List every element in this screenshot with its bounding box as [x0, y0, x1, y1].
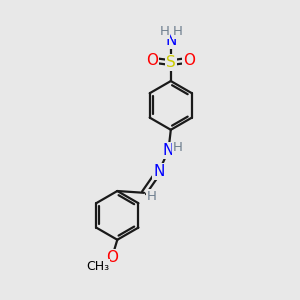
Text: N: N [165, 33, 176, 48]
Text: O: O [146, 53, 158, 68]
Text: H: H [146, 190, 156, 203]
Text: O: O [106, 250, 118, 265]
Text: H: H [172, 25, 182, 38]
Text: CH₃: CH₃ [86, 260, 109, 273]
Text: N: N [153, 164, 165, 179]
Text: O: O [183, 53, 195, 68]
Text: H: H [159, 25, 169, 38]
Text: N: N [163, 143, 174, 158]
Text: H: H [172, 141, 182, 154]
Text: S: S [166, 55, 176, 70]
